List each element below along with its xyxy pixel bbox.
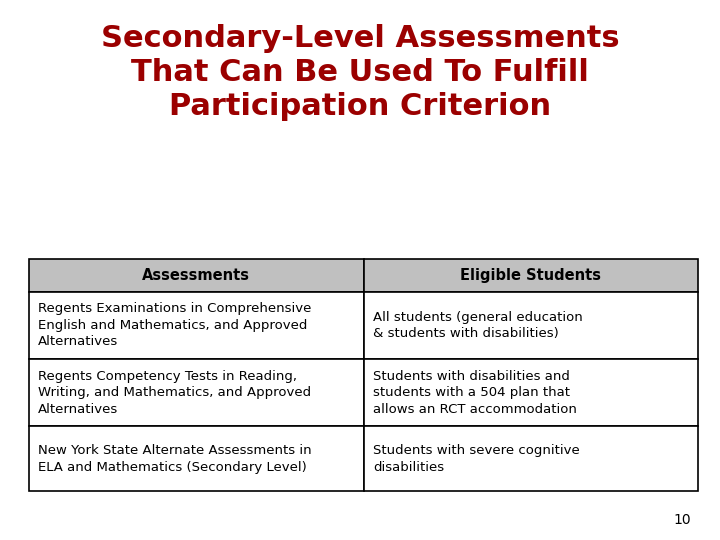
Bar [364, 427, 698, 491]
Text: Eligible Students: Eligible Students [461, 268, 601, 283]
Text: Secondary-Level Assessments
That Can Be Used To Fulfill
Participation Criterion: Secondary-Level Assessments That Can Be … [101, 24, 619, 120]
Text: Assessments: Assessments [142, 268, 251, 283]
Text: 10: 10 [674, 512, 691, 526]
Bar [364, 292, 698, 359]
Bar [364, 259, 698, 292]
Bar [29, 292, 364, 359]
Text: Regents Competency Tests in Reading,
Writing, and Mathematics, and Approved
Alte: Regents Competency Tests in Reading, Wri… [38, 370, 311, 416]
Text: New York State Alternate Assessments in
ELA and Mathematics (Secondary Level): New York State Alternate Assessments in … [38, 444, 312, 474]
Text: All students (general education
& students with disabilities): All students (general education & studen… [373, 310, 582, 340]
Bar [29, 427, 364, 491]
Text: Students with disabilities and
students with a 504 plan that
allows an RCT accom: Students with disabilities and students … [373, 370, 577, 416]
Bar [29, 359, 364, 427]
Text: Regents Examinations in Comprehensive
English and Mathematics, and Approved
Alte: Regents Examinations in Comprehensive En… [38, 302, 312, 348]
Bar [29, 259, 364, 292]
Bar [364, 359, 698, 427]
Text: Students with severe cognitive
disabilities: Students with severe cognitive disabilit… [373, 444, 580, 474]
